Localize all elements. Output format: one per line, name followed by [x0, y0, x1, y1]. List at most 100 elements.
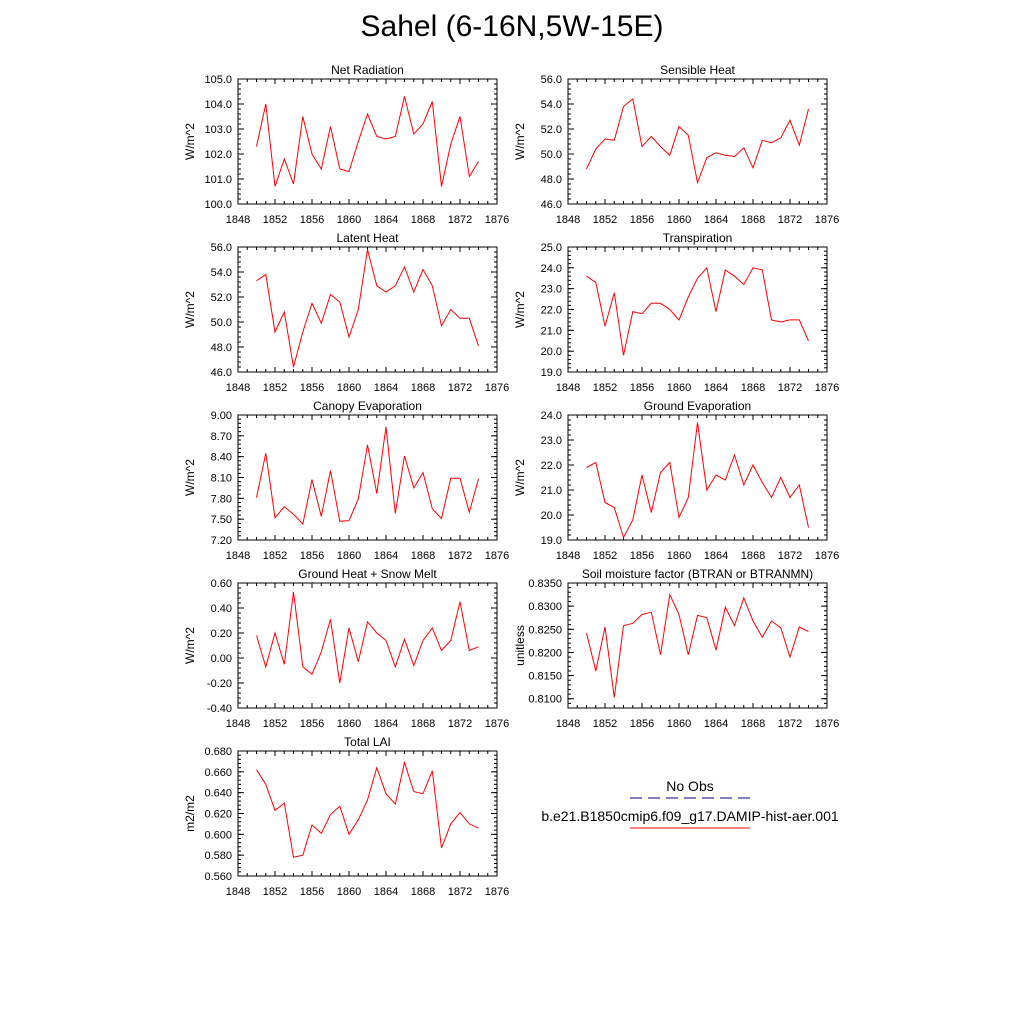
panel-3-ytick-label: 23.0 [541, 284, 562, 296]
panel-8-xtick-label: 1848 [226, 886, 250, 898]
panel-7-ylabel: unitless [513, 625, 527, 666]
panel-3-ylabel: W/m^2 [513, 291, 527, 328]
panel-4-ytick-label: 7.20 [211, 535, 232, 547]
panel-0-xtick-label: 1868 [411, 214, 435, 226]
panel-4-ytick-label: 7.50 [211, 514, 232, 526]
panel-4-ytick-label: 7.80 [211, 493, 232, 505]
panel-6-xtick-label: 1860 [337, 718, 361, 730]
panel-6-xtick-label: 1872 [448, 718, 472, 730]
panel-5-xtick-label: 1860 [667, 550, 691, 562]
panel-2-xtick-label: 1876 [485, 382, 509, 394]
panel-3-xtick-label: 1856 [630, 382, 654, 394]
legend-obs-line-wrap [630, 797, 750, 799]
panel-6-ytick-label: 0.60 [211, 578, 232, 590]
panel-5-ytick-label: 22.0 [541, 460, 562, 472]
panel-3-ytick-label: 21.0 [541, 325, 562, 337]
panel-6-xtick-label: 1852 [263, 718, 287, 730]
panel-0-ytick-label: 102.0 [204, 149, 232, 161]
panel-4-xtick-label: 1856 [300, 550, 324, 562]
panel-5-xtick-label: 1876 [815, 550, 839, 562]
panel-6-title: Ground Heat + Snow Melt [298, 567, 437, 581]
panel-3-xtick-label: 1848 [556, 382, 580, 394]
panel-8-series-line-0 [256, 760, 479, 858]
panel-4-frame [237, 414, 498, 541]
panel-2-ylabel: W/m^2 [183, 291, 197, 328]
panel-0-xtick-label: 1848 [226, 214, 250, 226]
panel-8-xtick-label: 1864 [374, 886, 398, 898]
panel-4-xtick-label: 1860 [337, 550, 361, 562]
panel-8-ylabel: m2/m2 [183, 795, 197, 832]
panel-5-xtick-label: 1852 [593, 550, 617, 562]
panel-4-ytick-label: 8.70 [211, 431, 232, 443]
panel-1-xtick-label: 1848 [556, 214, 580, 226]
panel-5-ylabel: W/m^2 [513, 459, 527, 496]
legend-model-line-wrap [630, 827, 750, 829]
panel-4-xtick-label: 1852 [263, 550, 287, 562]
panel-5-xtick-label: 1864 [704, 550, 728, 562]
panel-5-xtick-label: 1856 [630, 550, 654, 562]
panel-7-xtick-label: 1852 [593, 718, 617, 730]
panel-1-xtick-label: 1856 [630, 214, 654, 226]
panel-1-xtick-label: 1868 [741, 214, 765, 226]
panel-1-xtick-label: 1860 [667, 214, 691, 226]
panel-8-ytick-label: 0.620 [204, 809, 232, 821]
panel-8-xtick-label: 1852 [263, 886, 287, 898]
panel-2-ytick-label: 54.0 [211, 267, 232, 279]
panel-1-ytick-label: 52.0 [541, 124, 562, 136]
panel-8-xtick-label: 1856 [300, 886, 324, 898]
panel-6-ytick-label: 0.00 [211, 653, 232, 665]
panel-3-ytick-label: 22.0 [541, 305, 562, 317]
panel-0-ylabel: W/m^2 [183, 123, 197, 160]
panel-4-ytick-label: 9.00 [211, 410, 232, 422]
panel-6-xtick-label: 1864 [374, 718, 398, 730]
panel-8-ytick-label: 0.560 [204, 871, 232, 883]
panel-4-xtick-label: 1876 [485, 550, 509, 562]
panel-8-ytick-label: 0.680 [204, 746, 232, 758]
panel-5-frame [567, 414, 828, 541]
panel-4-series-line-0 [256, 426, 479, 526]
panel-1-ytick-label: 46.0 [541, 199, 562, 211]
panel-7-ytick-label: 0.8300 [528, 601, 562, 613]
panel-3-xtick-label: 1852 [593, 382, 617, 394]
panel-2-xtick-label: 1864 [374, 382, 398, 394]
panel-2-xtick-label: 1856 [300, 382, 324, 394]
panel-2-xtick-label: 1868 [411, 382, 435, 394]
panel-1-ylabel: W/m^2 [513, 123, 527, 160]
panel-2-xtick-label: 1872 [448, 382, 472, 394]
panel-2-ytick-label: 50.0 [211, 317, 232, 329]
panel-2-ytick-label: 46.0 [211, 367, 232, 379]
panel-3-xtick-label: 1860 [667, 382, 691, 394]
panel-5-ytick-label: 24.0 [541, 410, 562, 422]
panel-6-ytick-label: -0.20 [207, 678, 232, 690]
panel-8-frame [237, 750, 498, 877]
panel-4-xtick-label: 1872 [448, 550, 472, 562]
panel-1-title: Sensible Heat [660, 63, 735, 77]
panel-7-xtick-label: 1872 [778, 718, 802, 730]
panel-2-frame [237, 246, 498, 373]
panel-1-ytick-label: 56.0 [541, 74, 562, 86]
panel-7-xtick-label: 1868 [741, 718, 765, 730]
panel-1-xtick-label: 1852 [593, 214, 617, 226]
panel-3-ytick-label: 24.0 [541, 263, 562, 275]
panel-5-ytick-label: 21.0 [541, 485, 562, 497]
panel-5-ytick-label: 23.0 [541, 435, 562, 447]
panel-3-ytick-label: 20.0 [541, 346, 562, 358]
panel-5-ytick-label: 20.0 [541, 510, 562, 522]
panel-0-xtick-label: 1872 [448, 214, 472, 226]
panel-1-xtick-label: 1876 [815, 214, 839, 226]
panel-7-xtick-label: 1876 [815, 718, 839, 730]
panel-3-ytick-label: 25.0 [541, 242, 562, 254]
panel-6-xtick-label: 1856 [300, 718, 324, 730]
panel-6-ytick-label: -0.40 [207, 703, 232, 715]
panel-4-xtick-label: 1848 [226, 550, 250, 562]
panel-6-xtick-label: 1868 [411, 718, 435, 730]
panel-8-title: Total LAI [344, 735, 391, 749]
panel-2-xtick-label: 1848 [226, 382, 250, 394]
panel-3-xtick-label: 1864 [704, 382, 728, 394]
panel-8-ytick-label: 0.640 [204, 788, 232, 800]
panel-1-frame [567, 78, 828, 205]
panel-2-title: Latent Heat [336, 231, 399, 245]
panel-6-ytick-label: 0.40 [211, 603, 232, 615]
panel-6-series-line-0 [256, 591, 479, 684]
